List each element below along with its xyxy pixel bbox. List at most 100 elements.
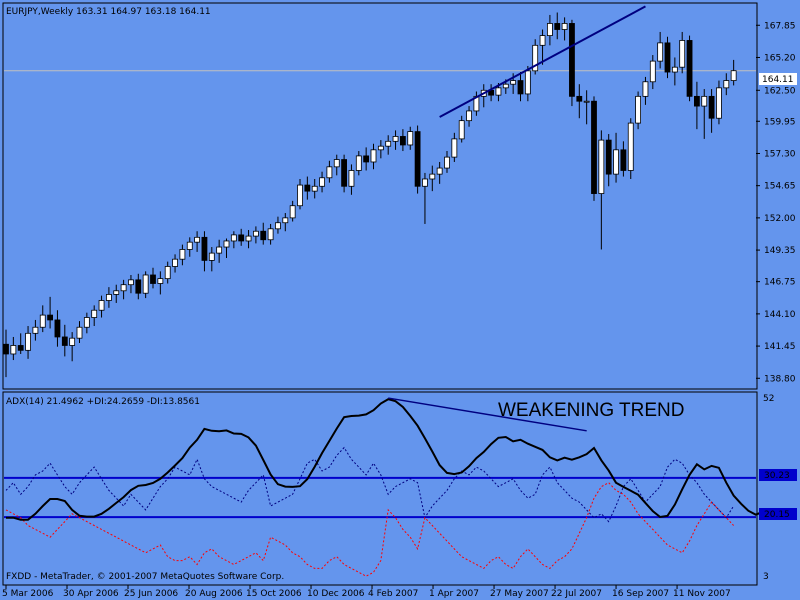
candle-body <box>591 100 597 194</box>
candle-body <box>135 279 142 294</box>
candle-body <box>583 100 590 103</box>
time-tick-label: 25 Jun 2006 <box>124 589 178 599</box>
candle-body <box>517 80 524 95</box>
candle-body <box>407 131 414 146</box>
candle-body <box>319 177 325 187</box>
candle-body <box>377 145 384 151</box>
candle-body <box>282 217 289 224</box>
candle-body <box>502 83 509 89</box>
candle-body <box>201 236 208 261</box>
candle-body <box>128 279 134 286</box>
price-tick-label: 141.45 <box>764 342 796 352</box>
level-marker-20 <box>759 508 797 520</box>
candle-body <box>120 284 127 292</box>
price-tick-label: 159.95 <box>764 117 796 127</box>
candle-body <box>223 240 230 248</box>
candle-body <box>495 87 502 96</box>
candle-body <box>230 234 237 242</box>
candle-body <box>466 110 472 122</box>
candle-body <box>267 228 274 241</box>
current-price-label: 164.11 <box>762 75 794 85</box>
candle-body <box>444 156 450 169</box>
candle-body <box>679 40 686 68</box>
candle-body <box>627 122 634 171</box>
candle-body <box>98 300 105 311</box>
copyright-footer: FXDD - MetaTrader, © 2001-2007 MetaQuote… <box>6 572 284 582</box>
candle-body <box>275 222 281 230</box>
weakening-trend-annotation: WEAKENING TREND <box>498 400 685 421</box>
time-tick-label: 22 Jul 2007 <box>551 589 602 599</box>
candle-body <box>91 309 98 318</box>
time-axis: 5 Mar 2006 30 Apr 2006 25 Jun 2006 20 Aug 2… <box>2 585 731 599</box>
candle-body <box>701 95 708 107</box>
candle-body <box>355 155 362 171</box>
candle-body <box>348 170 355 187</box>
indicator-group <box>4 397 764 577</box>
candle-body <box>605 139 612 175</box>
time-tick-label: 1 Apr 2007 <box>429 589 479 599</box>
candle-body <box>716 87 722 119</box>
candle-body <box>370 149 377 163</box>
candles-group <box>3 5 756 378</box>
candle-body <box>142 274 149 294</box>
candle-body <box>730 70 737 81</box>
price-tick-label: 167.85 <box>764 21 796 31</box>
candle-body <box>539 35 546 46</box>
candle-body <box>554 23 561 30</box>
price-panel-frame <box>2 2 758 390</box>
price-tick-label: 152.00 <box>764 214 796 224</box>
time-tick-label: 30 Apr 2006 <box>63 589 119 599</box>
candle-body <box>54 319 61 338</box>
candle-body <box>635 95 641 124</box>
candle-body <box>39 314 46 328</box>
candle-body <box>304 184 311 192</box>
candle-body <box>47 314 53 321</box>
price-tick-label: 162.50 <box>764 86 796 96</box>
candle-body <box>671 66 678 73</box>
candle-body <box>458 120 465 140</box>
level-marker-30 <box>759 469 797 481</box>
candle-body <box>289 205 296 219</box>
price-panel-header: EURJPY,Weekly 163.31 164.97 163.18 164.1… <box>6 7 211 17</box>
candle-body <box>333 159 340 168</box>
candle-body <box>436 167 443 175</box>
candle-body <box>642 81 649 97</box>
price-tick-label: 154.65 <box>764 182 796 192</box>
candle-body <box>311 185 318 192</box>
price-tick-label: 138.80 <box>764 374 796 384</box>
candle-body <box>194 236 201 243</box>
candle-body <box>392 136 399 142</box>
level-label-20: 20.15 <box>764 510 790 520</box>
candle-body <box>3 343 9 355</box>
candle-body <box>620 149 627 171</box>
candle-body <box>252 230 259 237</box>
candle-body <box>83 317 90 328</box>
indicator-axis-min: 3 <box>763 572 769 582</box>
candle-body <box>113 290 120 295</box>
indicator-header: ADX(14) 21.4962 +DI:24.2659 -DI:13.8561 <box>6 397 200 407</box>
candle-body <box>657 42 664 62</box>
candle-body <box>708 95 715 119</box>
plus-di-line <box>5 446 735 523</box>
candle-body <box>61 336 68 346</box>
indicator-axis-max: 52 <box>763 394 774 404</box>
candle-body <box>532 44 539 72</box>
price-tick-label: 157.30 <box>764 149 796 159</box>
candle-body <box>326 166 333 179</box>
candle-body <box>32 326 39 334</box>
candle-body <box>179 249 186 260</box>
time-tick-label: 10 Dec 2006 <box>307 589 365 599</box>
candle-body <box>723 80 730 89</box>
candle-body <box>694 95 700 107</box>
time-tick-label: 16 Sep 2007 <box>612 589 669 599</box>
time-tick-label: 11 Nov 2007 <box>673 589 731 599</box>
time-tick-label: 5 Mar 2006 <box>2 589 54 599</box>
candle-body <box>399 136 406 146</box>
candle-body <box>649 60 656 83</box>
candle-body <box>106 294 112 301</box>
candle-body <box>385 140 392 147</box>
price-tick-label: 165.20 <box>764 53 796 63</box>
price-tick-label: 144.10 <box>764 310 796 320</box>
